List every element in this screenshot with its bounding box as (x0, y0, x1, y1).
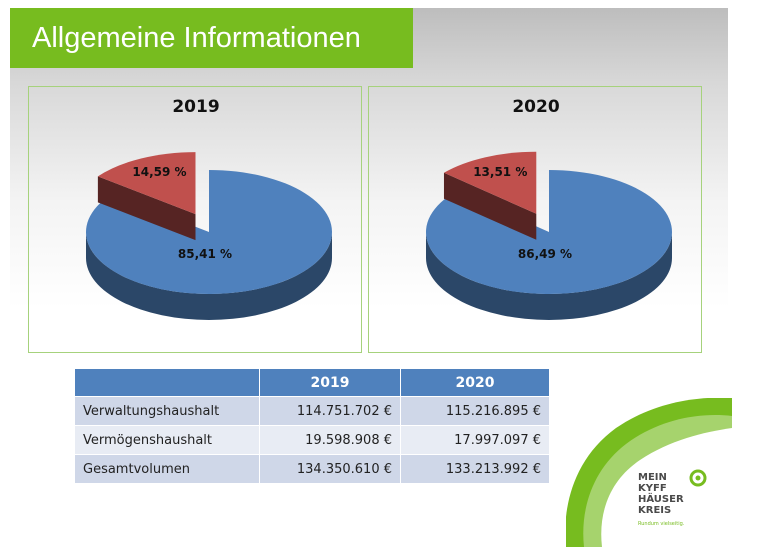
logo-swoosh-graphic (566, 398, 732, 547)
cell-2020: 133.213.992 € (401, 455, 549, 483)
cell-2019: 19.598.908 € (260, 426, 400, 454)
budget-table: 2019 2020 Verwaltungshaushalt 114.751.70… (74, 368, 550, 484)
logo-line: KYFF (638, 483, 667, 494)
slice-label-small: 14,59 % (132, 165, 186, 179)
slice-side-small (97, 176, 196, 241)
slice-label-large: 86,49 % (518, 247, 572, 261)
slice-label-large: 85,41 % (178, 247, 232, 261)
chart-title: 2019 (172, 97, 219, 117)
slice-side-large (426, 232, 672, 320)
slice-side-small (443, 172, 537, 240)
logo-line: MEIN (638, 472, 667, 483)
slice-large (426, 170, 672, 294)
cell-2020: 17.997.097 € (401, 426, 549, 454)
logo-tagline: Rundum vielseitig. (638, 521, 685, 527)
pie-chart-2019-svg: 2019 85,41 % 14,59 % (85, 97, 333, 320)
pie-chart-2020: 2020 86,49 % 13,51 % (368, 86, 702, 353)
page-title: Allgemeine Informationen (32, 22, 361, 54)
table-row: Gesamtvolumen 134.350.610 € 133.213.992 … (75, 455, 549, 483)
chart-title: 2020 (512, 97, 559, 117)
logo-line: HÄUSER (638, 494, 684, 505)
slice-large (85, 170, 333, 294)
slice-side-large (86, 232, 332, 320)
table-header-2020: 2020 (401, 369, 549, 396)
table-header-2019: 2019 (260, 369, 400, 396)
table-row: Vermögenshaushalt 19.598.908 € 17.997.09… (75, 426, 549, 454)
pie-chart-2020-svg: 2020 86,49 % 13,51 % (426, 97, 672, 320)
kyffhaeuserkreis-logo: MEIN KYFF HÄUSER KREIS Rundum vielseitig… (566, 398, 732, 547)
slice-label-small: 13,51 % (473, 165, 527, 179)
slice-small (443, 151, 537, 214)
pie-chart-2019: 2019 85,41 % 14,59 % (28, 86, 362, 353)
logo-wordmark: MEIN KYFF HÄUSER KREIS (638, 472, 684, 516)
title-bar: Allgemeine Informationen (10, 8, 413, 68)
logo-line: KREIS (638, 505, 672, 516)
cell-2019: 114.751.702 € (260, 397, 400, 425)
table-header-row: 2019 2020 (75, 369, 549, 396)
table-header-empty (75, 369, 259, 396)
cell-2020: 115.216.895 € (401, 397, 549, 425)
row-label: Vermögenshaushalt (75, 426, 259, 454)
table-row: Verwaltungshaushalt 114.751.702 € 115.21… (75, 397, 549, 425)
row-label: Gesamtvolumen (75, 455, 259, 483)
cell-2019: 134.350.610 € (260, 455, 400, 483)
row-label: Verwaltungshaushalt (75, 397, 259, 425)
slice-small (97, 152, 196, 215)
